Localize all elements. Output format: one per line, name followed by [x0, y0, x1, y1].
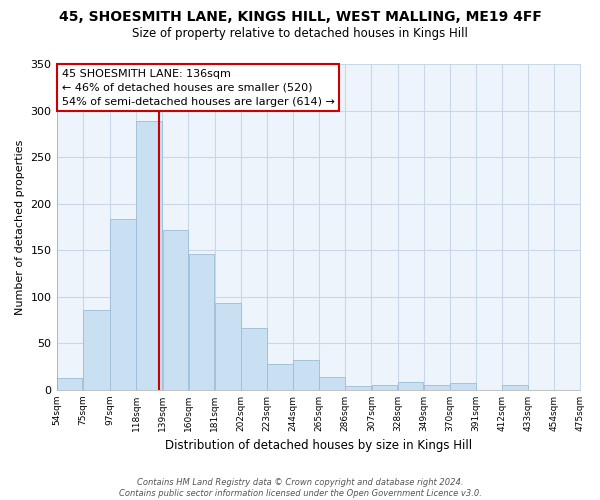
Bar	[83, 310, 110, 390]
Bar	[215, 304, 241, 390]
Bar	[163, 230, 188, 390]
Bar	[110, 218, 136, 390]
X-axis label: Distribution of detached houses by size in Kings Hill: Distribution of detached houses by size …	[165, 440, 472, 452]
Bar	[136, 121, 162, 390]
Bar	[57, 378, 82, 390]
Bar	[346, 386, 371, 390]
Y-axis label: Number of detached properties: Number of detached properties	[15, 140, 25, 314]
Bar	[293, 360, 319, 390]
Text: Contains HM Land Registry data © Crown copyright and database right 2024.
Contai: Contains HM Land Registry data © Crown c…	[119, 478, 481, 498]
Bar	[398, 382, 424, 390]
Bar	[188, 254, 214, 390]
Bar	[450, 384, 476, 390]
Bar	[241, 328, 266, 390]
Text: 45 SHOESMITH LANE: 136sqm
← 46% of detached houses are smaller (520)
54% of semi: 45 SHOESMITH LANE: 136sqm ← 46% of detac…	[62, 69, 335, 107]
Bar	[424, 386, 449, 390]
Bar	[502, 386, 528, 390]
Bar	[371, 386, 397, 390]
Text: Size of property relative to detached houses in Kings Hill: Size of property relative to detached ho…	[132, 28, 468, 40]
Bar	[319, 377, 345, 390]
Text: 45, SHOESMITH LANE, KINGS HILL, WEST MALLING, ME19 4FF: 45, SHOESMITH LANE, KINGS HILL, WEST MAL…	[59, 10, 541, 24]
Bar	[267, 364, 293, 390]
